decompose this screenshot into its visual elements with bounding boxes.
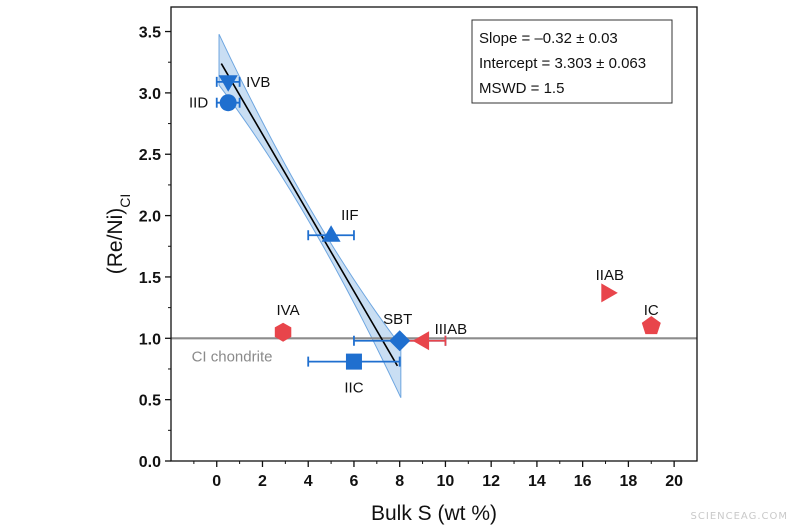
y-tick-label: 2.5 bbox=[139, 147, 161, 164]
point-ic bbox=[641, 316, 661, 335]
y-tick-label: 3.5 bbox=[139, 25, 161, 42]
stats-box-frame bbox=[471, 19, 673, 104]
y-tick-label: 0.0 bbox=[139, 454, 161, 471]
stats-line: MSWD = 1.5 bbox=[479, 80, 564, 97]
point-iiiab bbox=[412, 331, 430, 351]
data-point-layer bbox=[218, 75, 661, 370]
stats-line: Slope = –0.32 ± 0.03 bbox=[479, 30, 618, 47]
ci-chondrite-label: CI chondrite bbox=[192, 348, 273, 365]
point-iif bbox=[321, 225, 341, 242]
y-axis-title: (Re/Ni)CI bbox=[104, 194, 133, 275]
stats-line: Intercept = 3.303 ± 0.063 bbox=[479, 55, 646, 72]
point-label-ic: IC bbox=[644, 302, 659, 319]
point-label-iiab: IIAB bbox=[596, 267, 624, 284]
y-axis-title-main: (Re/Ni) bbox=[104, 208, 127, 275]
axis-ticks: 0 2 4 6 8 10 12 14 16 18 20 0.0 0.5 1.0 1.5 2.0 2.5 3.0 3.… bbox=[139, 25, 683, 490]
point-label-iva: IVA bbox=[277, 302, 300, 319]
point-label-layer: IVB IID IIF SBT IIC IVA IIIAB IIAB IC bbox=[189, 74, 659, 397]
point-label-sbt: SBT bbox=[383, 311, 412, 328]
point-label-iif: IIF bbox=[341, 207, 359, 224]
y-axis-title-subscript: CI bbox=[117, 194, 133, 208]
x-tick-label: 18 bbox=[619, 473, 637, 490]
regression-line bbox=[220, 63, 399, 367]
x-tick-label: 0 bbox=[212, 473, 221, 490]
x-tick-label: 8 bbox=[395, 473, 404, 490]
point-iva bbox=[274, 322, 292, 342]
regression-line-layer bbox=[220, 63, 399, 367]
point-iic bbox=[345, 353, 362, 370]
point-label-iid: IID bbox=[189, 95, 208, 112]
x-tick-label: 12 bbox=[482, 473, 500, 490]
x-tick-label: 2 bbox=[258, 473, 267, 490]
y-tick-label: 2.0 bbox=[139, 209, 161, 226]
point-label-iiiab: IIIAB bbox=[435, 321, 468, 338]
y-tick-label: 0.5 bbox=[139, 393, 161, 410]
x-tick-label: 20 bbox=[665, 473, 683, 490]
point-iiab bbox=[601, 283, 618, 303]
x-tick-label: 4 bbox=[304, 473, 313, 490]
y-tick-label: 1.0 bbox=[139, 331, 161, 348]
point-label-iic: IIC bbox=[344, 380, 363, 397]
point-ivb bbox=[218, 75, 238, 92]
x-axis-title: Bulk S (wt %) bbox=[371, 502, 497, 525]
reference-line-layer: CI chondrite bbox=[171, 337, 697, 365]
y-tick-label: 3.0 bbox=[139, 86, 161, 103]
point-label-ivb: IVB bbox=[246, 74, 270, 91]
x-tick-label: 10 bbox=[437, 473, 455, 490]
y-tick-label: 1.5 bbox=[139, 270, 161, 287]
x-tick-label: 16 bbox=[574, 473, 592, 490]
plot-frame bbox=[170, 6, 698, 462]
x-tick-label: 14 bbox=[528, 473, 546, 490]
point-iid bbox=[219, 94, 237, 112]
stats-box: Slope = –0.32 ± 0.03 Intercept = 3.303 ± … bbox=[471, 19, 673, 104]
watermark: SCIENCEAG.COM bbox=[690, 511, 788, 522]
x-tick-label: 6 bbox=[350, 473, 359, 490]
point-sbt bbox=[389, 330, 411, 352]
